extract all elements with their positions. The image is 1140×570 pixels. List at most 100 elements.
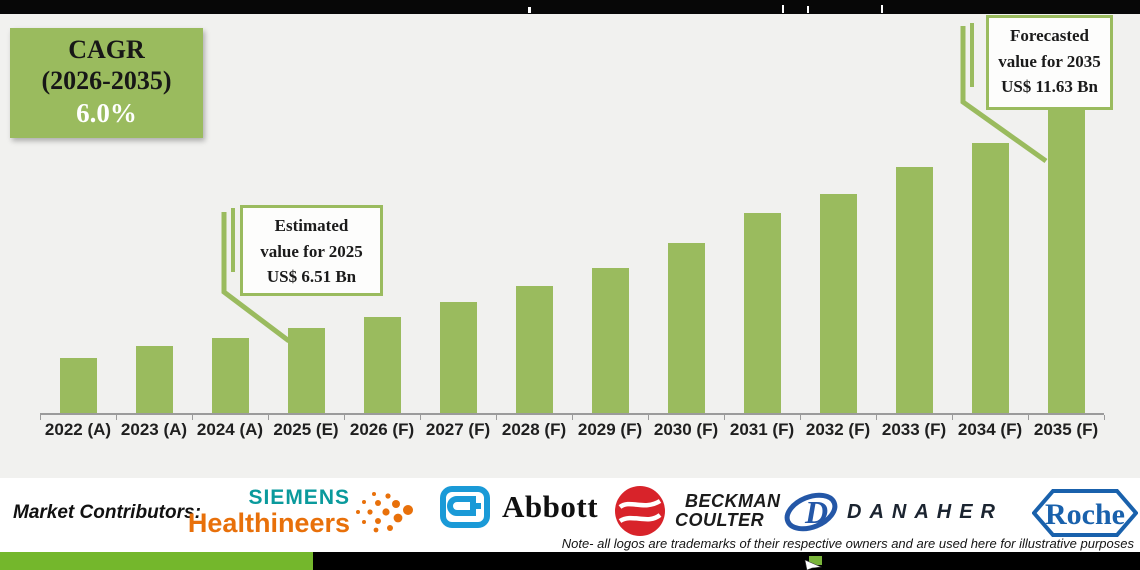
market-contributors-label: Market Contributors: (13, 502, 201, 523)
x-axis-label: 2026 (F) (349, 420, 415, 439)
beckman-wordmark: BECKMAN (685, 491, 781, 512)
x-axis-tick (572, 415, 573, 420)
x-axis-tick (648, 415, 649, 420)
x-axis-tick (800, 415, 801, 420)
cutoff-title-fragment (807, 6, 809, 13)
x-axis-label: 2027 (F) (425, 420, 491, 439)
siemens-wordmark: SIEMENS (248, 485, 350, 509)
cutoff-title-fragment (782, 5, 784, 13)
trademark-note: Note- all logos are trademarks of their … (561, 536, 1134, 551)
cagr-title: CAGR (68, 35, 145, 64)
forecast-value: US$ 11.63 Bn (1001, 77, 1098, 96)
cagr-value: 6.0% (76, 98, 137, 129)
x-axis-label: 2028 (F) (501, 420, 567, 439)
abbott-logo: Abbott (440, 486, 598, 528)
bar-2026 (363, 317, 401, 413)
x-axis-tick (40, 415, 41, 420)
bars (40, 63, 1104, 413)
x-axis-tick (344, 415, 345, 420)
estimated-line1: Estimated (274, 216, 349, 235)
x-axis-tick (952, 415, 953, 420)
coulter-wordmark: COULTER (675, 510, 765, 530)
x-axis-label: 2034 (F) (957, 420, 1023, 439)
x-axis-label: 2025 (E) (273, 420, 339, 439)
bar-2023 (135, 346, 173, 413)
bar-slot (648, 63, 724, 413)
x-axis-tick (192, 415, 193, 420)
bottom-strip (0, 552, 1140, 570)
healthineers-wordmark: Healthineers (187, 507, 350, 538)
bar-2033 (895, 167, 933, 413)
bar-2035 (1047, 109, 1085, 413)
beckman-coulter-logo: BECKMAN COULTER (614, 485, 781, 537)
cutoff-green-element (809, 556, 822, 565)
x-axis-label: 2032 (F) (805, 420, 871, 439)
svg-text:D: D (804, 494, 828, 530)
abbott-a-icon (440, 486, 490, 528)
bar-2028 (515, 286, 553, 413)
cagr-box: CAGR (2026-2035) 6.0% (10, 28, 203, 138)
bar-2025 (287, 328, 325, 413)
forecast-line1: Forecasted (1010, 26, 1089, 45)
bar-slot (800, 63, 876, 413)
estimated-line2: value for 2025 (260, 241, 363, 261)
bar-slot (40, 63, 116, 413)
x-axis-tick (496, 415, 497, 420)
roche-logo: Roche (1032, 488, 1138, 538)
bar-slot (116, 63, 192, 413)
title-banner-cropped (0, 0, 1140, 14)
bottom-strip-green-segment (0, 552, 313, 570)
x-axis-tick (116, 415, 117, 420)
abbott-wordmark: Abbott (502, 489, 599, 524)
bar-slot (876, 63, 952, 413)
x-axis-label: 2031 (F) (729, 420, 795, 439)
danaher-logo: D DANAHER (783, 490, 1003, 534)
x-axis-label: 2030 (F) (653, 420, 719, 439)
cagr-period: (2026-2035) (41, 65, 172, 95)
bar-2031 (743, 213, 781, 413)
x-axis-line (40, 413, 1104, 415)
estimated-value-callout: Estimated value for 2025 US$ 6.51 Bn (240, 205, 383, 296)
siemens-dots-icon (356, 492, 413, 533)
x-axis-label: 2022 (A) (44, 420, 112, 439)
bar-2027 (439, 302, 477, 413)
bar-2022 (59, 358, 97, 413)
x-axis-label: 2023 (A) (120, 420, 188, 439)
bar-2032 (819, 194, 857, 413)
bar-2034 (971, 143, 1009, 413)
cutoff-title-fragment (881, 5, 883, 13)
market-contributors-section: Market Contributors: SIEMENS Healthineer… (0, 478, 1140, 552)
bar-slot (724, 63, 800, 413)
mouse-cursor-icon[interactable] (801, 560, 823, 570)
x-axis-label: 2033 (F) (881, 420, 947, 439)
danaher-d-icon: D (784, 492, 838, 532)
x-axis-tick (724, 415, 725, 420)
bar-chart: 2022 (A) 2023 (A) 2024 (A) 2025 (E) 2026 (F)… (0, 14, 1140, 478)
cutoff-title-fragment (528, 7, 531, 13)
bar-slot (572, 63, 648, 413)
forecast-value-callout: Forecasted value for 2035 US$ 11.63 Bn (986, 15, 1113, 110)
bar-slot (420, 63, 496, 413)
bar-slot (1028, 63, 1104, 413)
roche-wordmark: Roche (1045, 498, 1125, 531)
x-axis-tick (268, 415, 269, 420)
bar-2024 (211, 338, 249, 413)
x-axis-tick (876, 415, 877, 420)
bar-slot (268, 63, 344, 413)
bar-slot (952, 63, 1028, 413)
bar-slot (192, 63, 268, 413)
roche-hexagon-icon: Roche (1032, 489, 1138, 537)
x-axis-label: 2035 (F) (1033, 420, 1099, 439)
axis-labels: 2022 (A) 2023 (A) 2024 (A) 2025 (E) 2026 (F)… (40, 420, 1104, 440)
bar-slot (496, 63, 572, 413)
siemens-healthineers-logo: SIEMENS Healthineers (188, 484, 422, 540)
bar-2029 (591, 268, 629, 413)
x-axis-tick (1104, 415, 1105, 420)
forecast-line2: value for 2035 (998, 51, 1101, 71)
estimated-value: US$ 6.51 Bn (266, 267, 357, 286)
x-axis-label: 2024 (A) (196, 420, 264, 439)
bar-2030 (667, 243, 705, 413)
x-axis-tick (420, 415, 421, 420)
danaher-wordmark: DANAHER (847, 500, 1003, 523)
